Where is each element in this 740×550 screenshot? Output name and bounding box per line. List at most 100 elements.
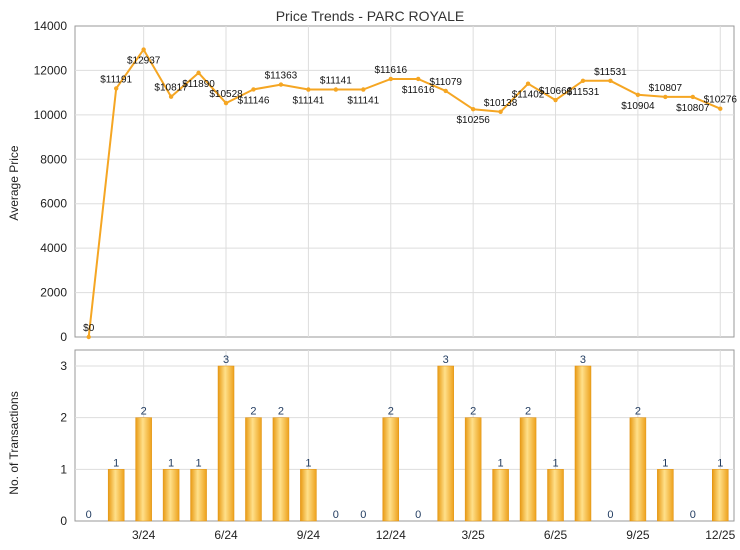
price-panel: 0 2000 4000 6000 8000 10000 12000 14000 $0 $11191… bbox=[34, 19, 738, 344]
transaction-bar bbox=[272, 417, 290, 522]
transaction-bar bbox=[217, 365, 235, 522]
x-tick-label: 3/25 bbox=[461, 528, 485, 542]
x-tick-label: 6/25 bbox=[544, 528, 568, 542]
transaction-bar bbox=[437, 365, 454, 522]
transaction-count-label: 2 bbox=[470, 406, 476, 418]
transaction-count-label: 1 bbox=[113, 457, 119, 469]
price-y-tick-label: 2000 bbox=[40, 286, 67, 300]
x-tick-label: 6/24 bbox=[214, 528, 238, 542]
price-data-label: $11402 bbox=[512, 90, 545, 101]
price-point bbox=[416, 76, 421, 82]
transaction-count-label: 0 bbox=[333, 509, 339, 521]
transaction-count-label: 3 bbox=[580, 354, 586, 366]
price-data-label: $10807 bbox=[676, 103, 710, 114]
x-tick-label: 9/25 bbox=[626, 528, 650, 542]
transactions-y-tick-label: 3 bbox=[60, 359, 67, 373]
price-y-tick-label: 0 bbox=[60, 330, 67, 344]
price-data-label: $10904 bbox=[621, 101, 655, 112]
transaction-bar bbox=[712, 469, 729, 522]
transaction-bar bbox=[107, 469, 125, 522]
price-data-label: $10817 bbox=[154, 83, 188, 94]
transaction-count-label: 2 bbox=[250, 406, 256, 418]
transactions-plot-frame bbox=[74, 349, 735, 522]
transaction-bar bbox=[492, 469, 509, 522]
transaction-bar bbox=[300, 469, 317, 522]
price-data-label: $11079 bbox=[429, 77, 462, 88]
price-data-label: $0 bbox=[83, 323, 95, 334]
transaction-bar bbox=[629, 417, 647, 522]
price-plot-frame bbox=[74, 25, 735, 338]
price-point bbox=[498, 109, 503, 114]
transaction-count-label: 0 bbox=[415, 509, 421, 521]
price-point bbox=[635, 92, 641, 97]
price-point bbox=[443, 88, 448, 94]
price-point bbox=[608, 78, 613, 84]
price-data-label: $11191 bbox=[100, 74, 132, 85]
price-point bbox=[361, 87, 366, 92]
price-y-tick-label: 8000 bbox=[40, 152, 67, 166]
price-point bbox=[278, 82, 284, 87]
transaction-count-label: 2 bbox=[278, 406, 284, 418]
price-data-label: $10256 bbox=[456, 115, 490, 126]
transaction-bar bbox=[245, 417, 262, 522]
transaction-count-label: 1 bbox=[498, 457, 504, 469]
transaction-bar bbox=[190, 469, 207, 522]
price-data-label: $11146 bbox=[238, 95, 270, 106]
transaction-bar bbox=[382, 417, 400, 522]
transaction-count-label: 2 bbox=[388, 406, 394, 418]
price-data-label: $11141 bbox=[320, 76, 352, 87]
transaction-count-label: 0 bbox=[360, 509, 366, 521]
price-y-tick-label: 14000 bbox=[34, 19, 68, 33]
transactions-y-tick-label: 2 bbox=[60, 411, 67, 425]
price-data-label: $12937 bbox=[127, 56, 161, 67]
transaction-bar bbox=[519, 417, 537, 522]
price-data-label: $11363 bbox=[265, 71, 298, 82]
price-data-label: $10666 bbox=[539, 86, 573, 97]
price-data-label: $11531 bbox=[594, 67, 627, 78]
price-point bbox=[251, 87, 256, 92]
price-point bbox=[663, 94, 668, 100]
transaction-bar bbox=[464, 417, 482, 522]
transaction-count-label: 1 bbox=[168, 457, 174, 469]
price-axis-title: Average Price bbox=[7, 145, 21, 220]
price-series-line bbox=[87, 48, 721, 338]
transactions-y-tick-label: 1 bbox=[60, 462, 67, 476]
price-point bbox=[553, 97, 558, 103]
transaction-count-label: 2 bbox=[141, 406, 147, 418]
transaction-count-label: 2 bbox=[635, 406, 641, 418]
transaction-count-label: 3 bbox=[223, 354, 229, 366]
price-data-label: $11616 bbox=[402, 85, 435, 96]
x-tick-label: 3/24 bbox=[132, 528, 156, 542]
price-data-label: $11141 bbox=[292, 96, 324, 107]
transaction-count-label: 1 bbox=[662, 457, 668, 469]
price-point bbox=[86, 334, 91, 340]
price-point bbox=[718, 106, 723, 111]
price-data-label: $10807 bbox=[649, 83, 683, 94]
transaction-count-label: 1 bbox=[717, 457, 723, 469]
transaction-count-label: 3 bbox=[443, 354, 449, 366]
price-y-tick-label: 10000 bbox=[34, 108, 68, 122]
price-point bbox=[223, 100, 229, 106]
transaction-count-label: 0 bbox=[607, 509, 613, 521]
transaction-bar bbox=[657, 469, 674, 522]
price-point bbox=[580, 78, 586, 84]
x-tick-label: 12/25 bbox=[705, 528, 735, 542]
transaction-count-label: 2 bbox=[525, 406, 531, 418]
transaction-bar bbox=[574, 365, 592, 522]
price-point bbox=[333, 87, 339, 92]
transactions-axis-title: No. of Transactions bbox=[7, 391, 21, 494]
transaction-bar bbox=[135, 417, 152, 522]
transaction-count-label: 1 bbox=[196, 457, 202, 469]
chart-title: Price Trends - PARC ROYALE bbox=[276, 8, 465, 24]
price-point bbox=[196, 70, 201, 76]
x-tick-label: 12/24 bbox=[376, 528, 406, 542]
transaction-bar bbox=[162, 469, 180, 522]
price-y-tick-label: 6000 bbox=[40, 197, 67, 211]
transactions-y-tick-label: 0 bbox=[60, 514, 67, 528]
price-point bbox=[113, 86, 119, 91]
price-data-label: $11141 bbox=[347, 96, 379, 107]
price-data-label: $10138 bbox=[484, 98, 518, 109]
price-point bbox=[690, 94, 696, 100]
